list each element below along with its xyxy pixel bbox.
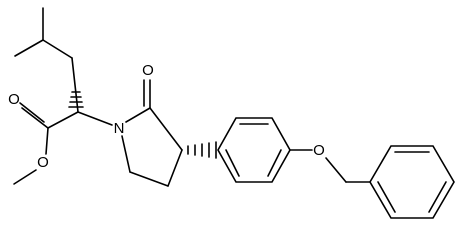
atom-label: O xyxy=(313,142,325,159)
bonds xyxy=(13,7,455,219)
molecule-diagram: O O N O O xyxy=(8,7,455,219)
atom-label: O xyxy=(37,154,49,171)
atom-labels: O O N O O xyxy=(8,62,325,171)
atom-label: O xyxy=(142,62,154,79)
atom-label: O xyxy=(8,91,20,108)
atom-label: N xyxy=(114,120,125,137)
